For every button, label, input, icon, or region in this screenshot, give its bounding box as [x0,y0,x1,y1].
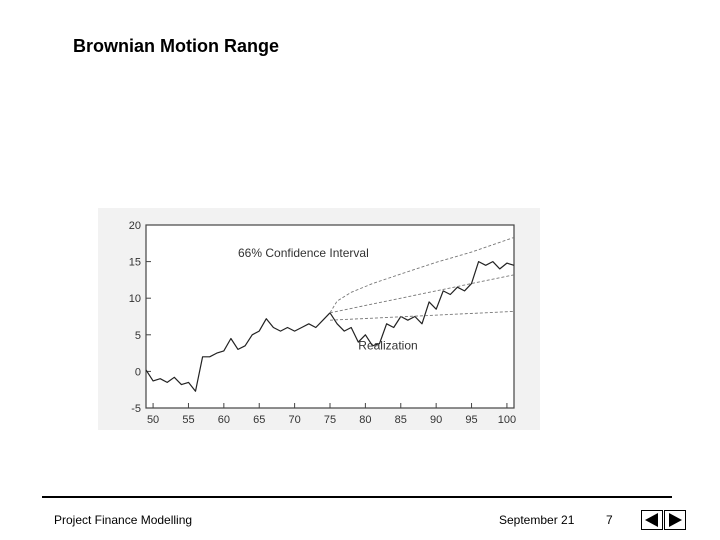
y-tick-label: 5 [135,330,141,342]
x-tick-label: 55 [182,414,194,426]
x-tick-label: 70 [288,414,300,426]
x-tick-label: 75 [324,414,336,426]
slide-title: Brownian Motion Range [73,36,279,56]
series-line-0 [145,312,331,392]
chart-annotation: 66% Confidence Interval [238,246,369,260]
page-number: 7 [606,513,613,527]
x-tick-label: 80 [359,414,371,426]
series-line-4 [329,310,515,321]
chart-figure: 20 15 10 5 0 -5 50 55 60 65 70 75 80 85 90 95 100 66% Con… [98,208,540,430]
x-tick-label: 65 [253,414,265,426]
triangle-left-icon [645,513,658,527]
footer-divider [42,496,672,498]
previous-slide-button[interactable] [641,510,663,530]
y-tick-label: 0 [135,366,141,378]
x-tick-label: 100 [498,414,516,426]
chart-annotation: Realization [358,338,417,352]
footer-date: September 21 [499,513,575,527]
series-line-3 [329,274,515,314]
y-tick-label: 10 [129,293,141,305]
series-line-2 [329,236,515,314]
next-slide-button[interactable] [664,510,686,530]
footer-course-title: Project Finance Modelling [54,513,193,527]
triangle-right-icon [669,513,682,527]
plot-frame [145,224,515,409]
series-line-1 [329,260,515,347]
x-tick-label: 50 [147,414,159,426]
x-tick-label: 85 [395,414,407,426]
x-tick-label: 60 [218,414,230,426]
x-tick-label: 95 [465,414,477,426]
x-tick-label: 90 [430,414,442,426]
y-tick-label: 20 [129,220,141,232]
y-tick-label: 15 [129,257,141,269]
y-tick-label: -5 [131,403,141,415]
